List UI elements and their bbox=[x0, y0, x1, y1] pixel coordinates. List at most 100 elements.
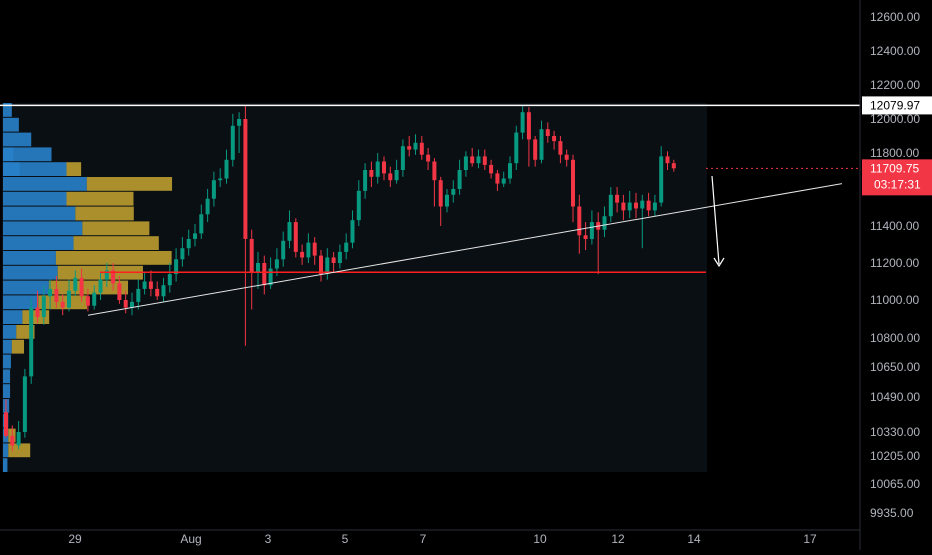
resistance-price-badge bbox=[862, 96, 932, 115]
time-tick-label: 12 bbox=[611, 532, 625, 546]
profile-bar-sell bbox=[55, 251, 172, 265]
candle-body bbox=[583, 235, 588, 239]
candle-body bbox=[495, 173, 500, 184]
candle-body bbox=[489, 164, 494, 174]
candle-body bbox=[161, 285, 166, 297]
candle-body bbox=[148, 281, 153, 289]
candle-body bbox=[407, 146, 412, 150]
candle-body bbox=[256, 263, 260, 273]
candle-body bbox=[79, 277, 84, 297]
candle-body bbox=[48, 288, 53, 297]
candle-body bbox=[445, 194, 449, 207]
candle-body bbox=[470, 156, 475, 164]
last-price-label: 11709.75 bbox=[870, 161, 919, 175]
candle-body bbox=[186, 238, 191, 249]
profile-bar-extra bbox=[3, 147, 14, 162]
candle-body bbox=[230, 125, 235, 160]
profile-bar-buy bbox=[3, 221, 83, 236]
candle-body bbox=[111, 270, 116, 284]
candle-body bbox=[508, 163, 512, 179]
profile-bar-buy bbox=[3, 339, 12, 354]
candle-body bbox=[608, 194, 613, 217]
candle-body bbox=[375, 161, 380, 177]
candle-body bbox=[306, 242, 311, 258]
price-tick-label: 12200.00 bbox=[870, 78, 920, 92]
candle-body bbox=[67, 290, 71, 308]
candle-body bbox=[312, 242, 317, 256]
profile-bar-buy bbox=[3, 132, 32, 147]
candle-body bbox=[54, 288, 59, 302]
profile-bar-buy bbox=[3, 103, 12, 117]
candle-body bbox=[205, 198, 210, 215]
candle-body bbox=[646, 200, 651, 211]
candle-body bbox=[426, 154, 431, 162]
candle-body bbox=[457, 170, 462, 189]
candle-body bbox=[130, 301, 134, 308]
candle-body bbox=[482, 156, 487, 165]
candle-body bbox=[331, 257, 336, 263]
time-tick-label: 3 bbox=[265, 532, 272, 546]
rising-trendline bbox=[87, 183, 843, 316]
candle-body bbox=[4, 412, 8, 436]
price-tick-label: 10065.00 bbox=[870, 477, 920, 491]
candle-body bbox=[268, 268, 273, 286]
price-tick-label: 11400.00 bbox=[870, 219, 919, 233]
time-tick-label: 29 bbox=[68, 532, 82, 546]
last-price-badge bbox=[862, 159, 932, 196]
profile-bar-sell bbox=[11, 339, 24, 354]
candle-body bbox=[117, 283, 122, 300]
candle-body bbox=[552, 136, 557, 142]
time-tick-label: 7 bbox=[420, 532, 427, 546]
candle-body bbox=[602, 216, 607, 230]
profile-bar-buy bbox=[3, 295, 39, 310]
profile-bar-buy bbox=[3, 310, 23, 324]
candle-body bbox=[394, 170, 399, 181]
time-tick-label: 14 bbox=[687, 532, 701, 546]
candle-body bbox=[671, 163, 676, 169]
candle-body bbox=[85, 296, 90, 306]
candle-body bbox=[621, 202, 626, 211]
candle-body bbox=[237, 119, 242, 126]
candle-body bbox=[274, 259, 279, 269]
candle-body bbox=[400, 146, 405, 170]
candle-body bbox=[180, 248, 185, 260]
price-axis[interactable]: 12600.00 12400.00 12200.00 12000.00 11800.00… bbox=[870, 10, 920, 520]
candle-body bbox=[659, 156, 664, 203]
profile-bar-sell bbox=[48, 280, 129, 295]
candle-body bbox=[262, 263, 267, 286]
time-axis[interactable]: 29 Aug 3 5 7 10 12 14 17 bbox=[68, 532, 817, 546]
candle-body bbox=[652, 202, 657, 211]
profile-bar-buy bbox=[3, 206, 76, 221]
candle-body bbox=[533, 139, 538, 160]
candle-body bbox=[142, 281, 147, 289]
candle-body bbox=[665, 156, 670, 164]
candle-body bbox=[634, 202, 638, 209]
candle-body bbox=[10, 435, 15, 446]
price-tick-label: 12400.00 bbox=[870, 44, 920, 58]
candle-body bbox=[577, 206, 582, 236]
time-tick-label: 5 bbox=[342, 532, 349, 546]
candle-body bbox=[167, 274, 172, 286]
candle-body bbox=[476, 156, 481, 164]
time-tick-label: 10 bbox=[533, 532, 547, 546]
volume-profile bbox=[3, 103, 173, 472]
profile-bar-buy bbox=[3, 117, 19, 132]
profile-bar-buy bbox=[3, 265, 58, 280]
candle-body bbox=[438, 180, 443, 207]
candle-body bbox=[319, 255, 323, 275]
profile-bar-sell bbox=[8, 443, 31, 458]
time-tick-label: Aug bbox=[180, 532, 201, 546]
candle-body bbox=[514, 132, 519, 164]
candle-body bbox=[41, 296, 46, 318]
profile-bar-sell bbox=[73, 236, 159, 250]
profile-bar-buy bbox=[3, 325, 17, 339]
candle-body bbox=[73, 277, 78, 291]
candle-body bbox=[539, 129, 544, 160]
bar-countdown-label: 03:17:31 bbox=[874, 177, 921, 191]
price-tick-label: 11800.00 bbox=[870, 146, 919, 160]
profile-bar-buy bbox=[3, 147, 52, 162]
candle-body bbox=[545, 129, 550, 136]
candle-body bbox=[463, 156, 468, 170]
